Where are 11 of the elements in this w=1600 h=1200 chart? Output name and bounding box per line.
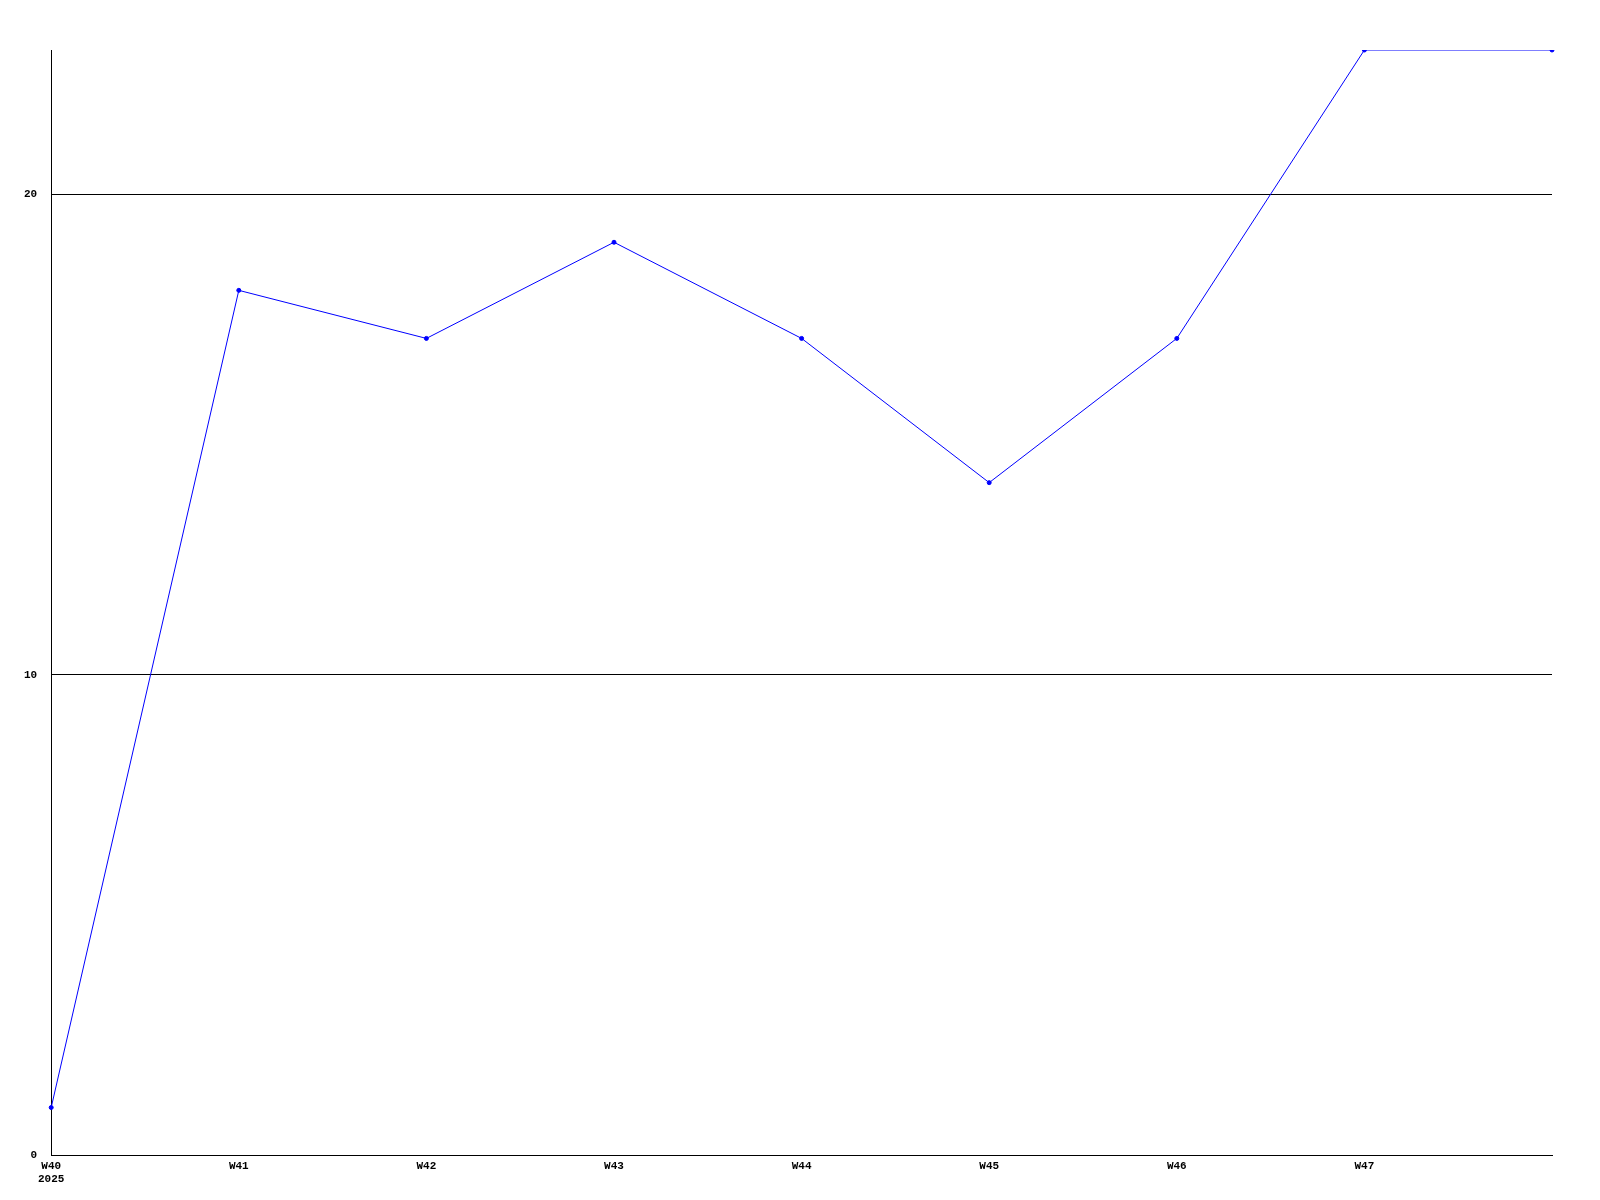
- y-tick-label: 10: [24, 668, 38, 681]
- y-tick-label: 20: [24, 187, 38, 200]
- x-tick-label: W45: [979, 1159, 1000, 1172]
- x-tick-label: W40 2025: [38, 1159, 65, 1186]
- x-tick-label: W42: [416, 1159, 437, 1172]
- y-tick-label: 0: [30, 1149, 38, 1162]
- x-tick-label: W41: [228, 1159, 250, 1172]
- x-tick-label: W43: [604, 1159, 625, 1172]
- x-tick-label: W44: [791, 1159, 812, 1172]
- x-tick-label: W47: [1354, 1159, 1375, 1172]
- x-tick-label: W46: [1166, 1159, 1187, 1172]
